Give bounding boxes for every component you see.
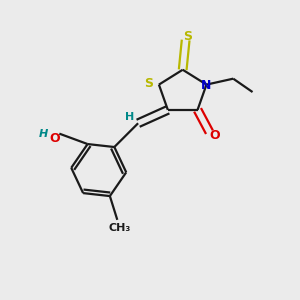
- Text: O: O: [209, 129, 220, 142]
- Text: O: O: [49, 132, 60, 145]
- Text: S: S: [183, 30, 192, 43]
- Text: S: S: [144, 76, 153, 90]
- Text: N: N: [201, 79, 211, 92]
- Text: CH₃: CH₃: [109, 223, 131, 233]
- Text: H: H: [38, 129, 48, 139]
- Text: H: H: [125, 112, 134, 122]
